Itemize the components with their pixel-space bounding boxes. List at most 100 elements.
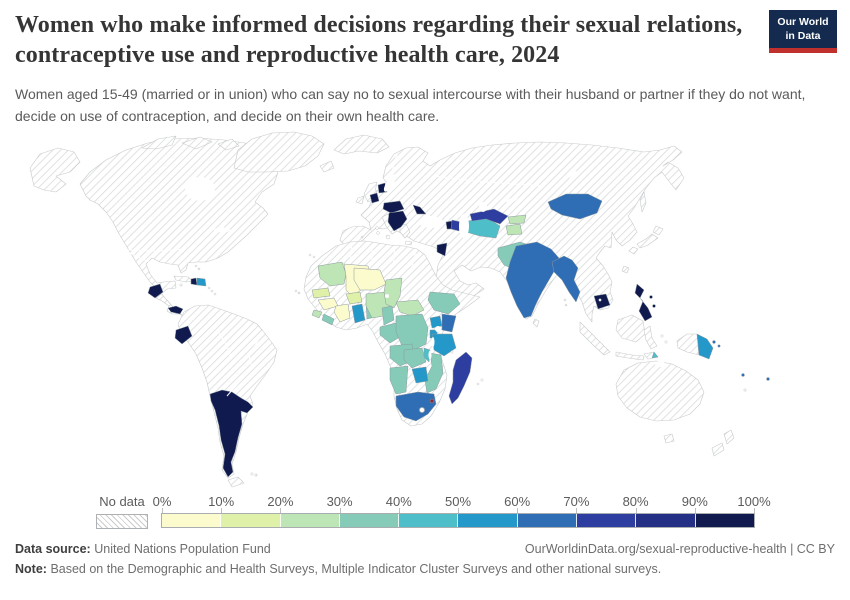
country-cambodia[interactable] [593,293,611,310]
legend-tick: 30% [326,494,353,509]
caspian-sea [459,214,469,238]
country-dominican-republic[interactable] [196,277,207,287]
country-chad[interactable] [383,277,403,309]
country-dr-congo[interactable] [395,313,429,351]
legend-bin[interactable] [221,514,281,527]
country-mauritania[interactable] [317,261,347,287]
country-timor-leste[interactable] [651,351,659,359]
landmass-tierra-del-fuego [227,476,245,488]
legend-bin[interactable] [162,514,222,527]
landmass-ireland [355,195,365,205]
hudson-bay [185,177,215,201]
country-central-african-republic[interactable] [395,299,425,317]
data-countries [147,182,770,478]
lake-victoria [435,326,441,332]
data-source: Data source: United Nations Population F… [15,542,271,556]
country-gabon-congo[interactable] [379,322,401,344]
landmass-japan-honshu [636,233,659,249]
country-niger[interactable] [353,267,387,291]
country-vanuatu[interactable] [741,373,745,377]
legend-tick-labels: 0% 10% 20% 30% 40% 50% 60% 70% 80% 90% 100% [153,494,771,515]
country-philippines[interactable] [634,283,653,322]
country-argentina[interactable] [209,389,254,478]
country-myanmar[interactable] [551,255,581,303]
country-uganda[interactable] [429,315,443,329]
country-mongolia[interactable] [547,193,603,220]
legend-bin[interactable] [458,514,518,527]
water-bodies [185,170,665,367]
country-ecuador[interactable] [174,325,193,345]
landmass-alaska [29,147,81,193]
country-zimbabwe[interactable] [411,366,429,384]
country-madagascar[interactable] [448,351,473,405]
country-eswatini[interactable] [429,398,435,404]
landmass-new-zealand-south [711,442,725,457]
source-link[interactable]: OurWorldinData.org/sexual-reproductive-h… [524,542,835,556]
legend-bin[interactable] [339,514,400,527]
country-tanzania[interactable] [431,333,457,357]
world-map[interactable] [0,128,850,500]
country-panama[interactable] [167,305,184,315]
country-kenya[interactable] [441,313,457,333]
country-cameroon[interactable] [381,305,395,326]
country-sierra-leone[interactable] [311,309,323,319]
country-philippines[interactable] [652,304,656,308]
country-ghana[interactable] [351,303,366,324]
country-india[interactable] [505,241,560,319]
country-kyrgyzstan[interactable] [507,214,527,225]
country-zambia[interactable] [403,347,427,369]
country-papua-new-guinea[interactable] [696,333,714,360]
legend-bin[interactable] [577,514,637,527]
country-moldova[interactable] [412,204,427,215]
country-cote-divoire[interactable] [333,303,351,323]
country-south-africa[interactable] [395,391,437,422]
gulf-of-carpentaria [655,361,665,367]
legend-bin[interactable] [280,514,340,527]
legend-bin[interactable] [399,514,459,527]
country-senegal[interactable] [311,287,331,299]
country-central-europe[interactable] [382,200,405,214]
country-solomon-islands[interactable] [717,344,721,348]
country-namibia[interactable] [389,365,409,395]
country-solomon-islands[interactable] [712,340,716,344]
legend-bin[interactable] [517,514,578,527]
country-uzbekistan[interactable] [469,208,509,225]
country-netherlands[interactable] [369,192,380,204]
landmass-svalbard [333,134,390,155]
country-jordan[interactable] [436,242,448,257]
legend-bin[interactable] [636,514,696,527]
country-burkina-faso[interactable] [345,291,363,305]
landmass-taiwan [621,265,630,274]
country-liberia[interactable] [321,313,335,326]
data-source-value: United Nations Population Fund [94,542,271,556]
country-tajikistan[interactable] [505,223,523,236]
owid-logo-line2: in Data [785,29,821,42]
legend-tick: 50% [444,494,472,509]
aral-sea [479,202,487,212]
country-guatemala[interactable] [147,283,164,299]
country-malawi[interactable] [423,347,431,363]
landmass-japan-hokkaido [652,225,664,236]
country-ethiopia[interactable] [427,291,461,315]
baltic-sea [383,174,397,192]
legend-bin[interactable] [695,514,754,527]
country-mozambique[interactable] [424,352,444,394]
lake-malawi [428,350,432,360]
note-label: Note: [15,562,47,576]
legend-scale[interactable]: 0% 10% 20% 30% 40% 50% 60% 70% 80% 90% 100% [153,494,771,534]
small-islands [179,226,747,477]
country-fiji[interactable] [766,377,770,381]
country-balkans[interactable] [387,210,408,232]
country-haiti[interactable] [190,277,198,286]
legend-no-data[interactable]: No data [96,494,148,534]
legend-color-bar[interactable] [161,513,755,528]
no-data-label: No data [99,494,145,509]
country-philippines[interactable] [649,295,653,299]
landmass-west-new-guinea [676,333,700,356]
legend-tick-mark [339,508,341,515]
landmass-cuba [173,275,194,283]
country-lesotho[interactable] [419,407,425,413]
landmass-japan-kyushu [628,246,639,255]
lake-tanganyika [431,337,435,347]
country-azerbaijan[interactable] [450,219,462,232]
